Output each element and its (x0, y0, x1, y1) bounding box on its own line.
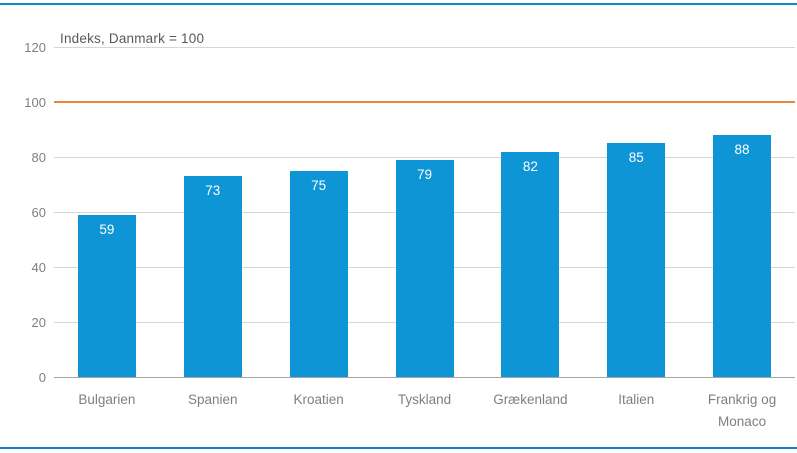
bottom-border-line (0, 447, 797, 449)
y-axis-tick-label: 0 (38, 370, 46, 385)
bar-value-label: 85 (628, 150, 644, 166)
top-border-line (0, 3, 797, 5)
bar-value-label: 82 (522, 158, 538, 174)
chart-title: Indeks, Danmark = 100 (60, 31, 205, 46)
bar-tyskland: 79 (395, 159, 454, 377)
x-axis-category-label: Kroatien (293, 392, 344, 407)
gridline (54, 47, 795, 48)
bar-value-label: 73 (205, 183, 221, 199)
bar-value-label: 75 (311, 177, 327, 193)
bar-value-label: 59 (99, 221, 115, 237)
y-axis-tick-label: 40 (31, 260, 46, 275)
x-axis-category-label: Italien (618, 392, 655, 407)
x-axis-category-label: Frankrig og Monaco (707, 392, 777, 430)
x-axis-category-label: Spanien (187, 392, 238, 407)
x-axis-category-label: Grækenland (493, 392, 568, 407)
y-axis-tick-label: 60 (31, 205, 46, 220)
bar-gr-kenland: 82 (501, 151, 560, 377)
y-axis-tick-label: 120 (24, 40, 46, 55)
x-axis-category-label: Tyskland (397, 392, 452, 407)
y-axis-tick-label: 20 (31, 315, 46, 330)
gridline (54, 157, 795, 158)
bar-spanien: 73 (183, 176, 242, 377)
reference-line-danmark-100 (54, 101, 795, 103)
bar-value-label: 79 (416, 166, 433, 182)
x-axis-category-label: Bulgarien (78, 392, 136, 407)
bar-frankrig-og-monaco: 88 (713, 135, 772, 377)
x-axis-line (54, 377, 795, 378)
bar-bulgarien: 59 (77, 214, 136, 377)
y-axis-tick-label: 100 (24, 95, 46, 110)
bar-italien: 85 (607, 143, 666, 377)
y-axis-tick-label: 80 (31, 150, 46, 165)
bar-value-label: 88 (734, 142, 750, 157)
bar-kroatien: 75 (289, 170, 348, 377)
